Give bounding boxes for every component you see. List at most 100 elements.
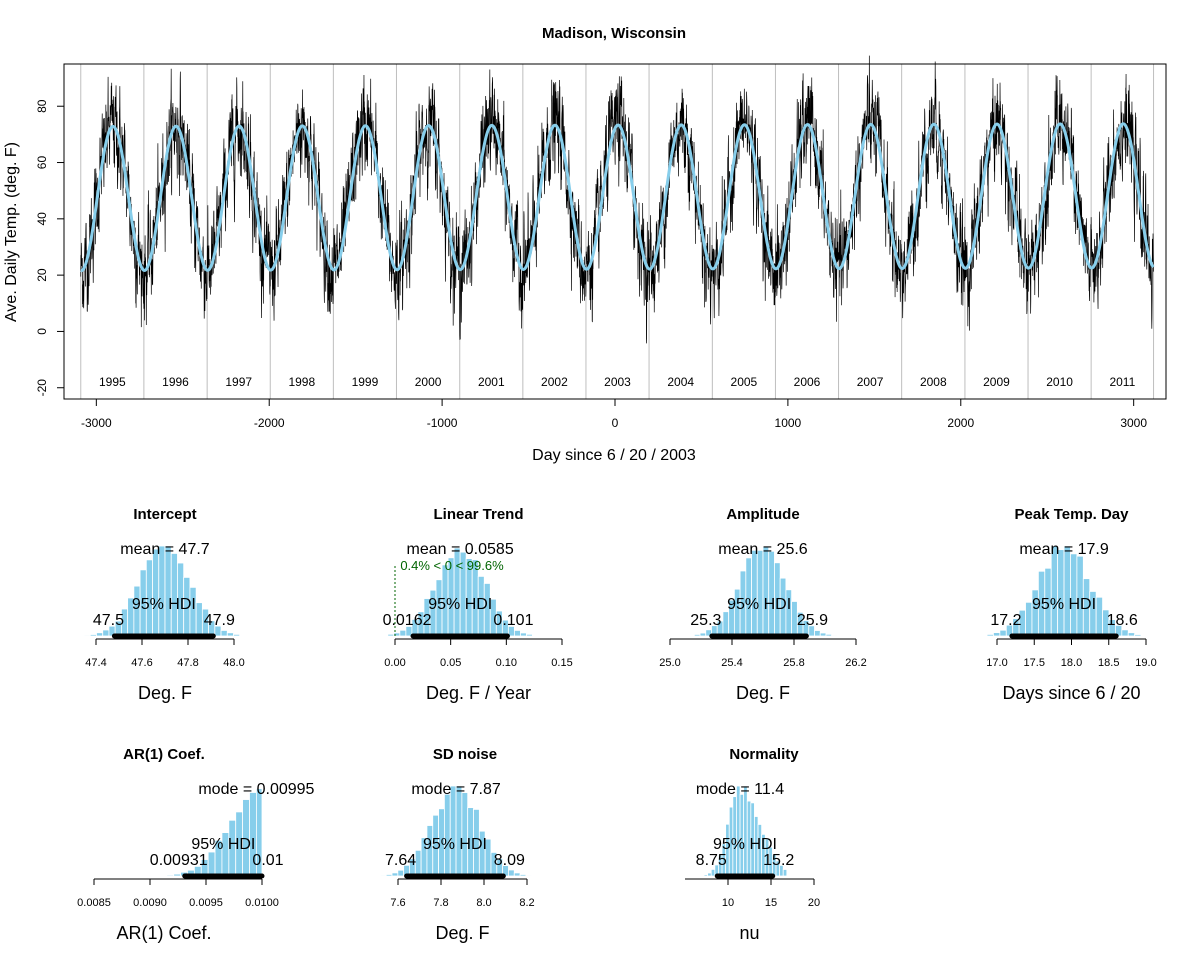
histogram-bar [508,869,515,877]
histogram-bar [831,634,838,637]
histogram-bar [170,553,178,637]
histogram-bar [207,851,216,877]
histogram-bar [736,785,741,877]
panel-title: AR(1) Coef. [123,746,205,763]
histogram-bar [520,632,527,637]
histogram-bar [513,872,521,877]
x-tick-label: 0.0085 [77,897,111,909]
x-tick-label: 7.6 [390,897,405,909]
x-tick-label: 47.6 [131,657,152,669]
x-tick-label: 0.05 [440,657,461,669]
x-tick-label: 0.0095 [189,897,223,909]
x-tick-label: -3000 [81,416,112,430]
hdi-low-label: 7.64 [385,852,416,869]
y-tick-label: 80 [35,99,49,113]
histogram-bar [381,634,389,637]
posterior-panel-sd-noise: SD noise 95% HDI 7.64 8.09 mode = 7.87 7.6 7.8… [379,746,535,943]
hdi-label: 95% HDI [428,596,492,613]
x-axis-label: Days since 6 / 20 [1002,683,1140,703]
central-tendency-label: mean = 17.9 [1019,541,1109,558]
histogram-bar [379,874,387,877]
histogram-bar [999,629,1007,637]
hdi-low-label: 0.00931 [150,852,208,869]
x-tick-label: 47.8 [177,657,198,669]
x-tick-label: 0.00 [384,657,405,669]
hdi-high-label: 47.9 [204,612,235,629]
histogram-bar [166,874,175,877]
x-tick-label: 26.2 [845,657,866,669]
hdi-label: 95% HDI [132,596,196,613]
hdi-high-label: 18.6 [1107,612,1138,629]
year-label: 1995 [99,375,126,389]
histogram-bar [693,634,701,637]
histogram-bar [83,634,91,637]
x-tick-label: 17.5 [1024,657,1045,669]
histogram-bar [526,633,533,637]
histogram-bar [1070,553,1078,637]
y-tick-label: 60 [35,156,49,170]
x-axis-label: nu [739,923,759,943]
histogram-bar [1057,549,1065,637]
year-label: 2011 [1109,375,1135,389]
year-label: 1996 [162,375,189,389]
hdi-label: 95% HDI [1032,596,1096,613]
x-tick-label: 19.0 [1135,657,1156,669]
x-tick-label: 48.0 [223,657,244,669]
histogram-bar [703,874,709,877]
x-tick-label: 3000 [1120,416,1147,430]
year-label: 2005 [731,375,758,389]
histogram-bar [399,629,407,637]
hdi-low-label: 8.75 [696,852,727,869]
posterior-panel-amplitude: Amplitude 95% HDI 25.3 25.9 mean = 25.6 25.0 2… [659,506,866,703]
histogram-bar [158,545,166,637]
histogram-bar [414,849,422,877]
histogram-bar [239,634,247,637]
central-tendency-label: mode = 7.87 [411,781,501,798]
timeseries-chart: Madison, Wisconsin 1995 1996 1997 1998 1999 20… [3,25,1167,464]
hdi-high-label: 25.9 [797,612,828,629]
x-tick-label: 18.5 [1098,657,1119,669]
histogram-bar [89,634,97,637]
chart-title: Madison, Wisconsin [542,25,686,42]
posterior-panel-intercept: Intercept 95% HDI 47.5 47.9 mean = 47.7 47.4 4… [83,506,247,703]
central-tendency-label: mean = 25.6 [718,541,808,558]
histogram-bar [699,632,707,637]
x-tick-label: 2000 [947,416,974,430]
year-label: 2004 [667,375,694,389]
histogram-bar [195,602,203,637]
histogram-bar [751,549,758,637]
x-tick-label: 10 [722,897,734,909]
year-label: 2003 [604,375,631,389]
histogram-bar [782,869,788,877]
histogram-bar [525,874,533,877]
histogram-bar [226,632,234,637]
histogram-bar [164,545,172,637]
x-tick-label: 0.10 [496,657,517,669]
histogram-bar [233,633,241,637]
x-axis-label: Deg. F / Year [426,683,531,703]
histogram-bar [173,873,181,877]
y-tick-label: -20 [35,379,49,397]
x-tick-label: 7.8 [433,897,448,909]
panel-title: Amplitude [726,506,799,523]
x-tick-label: 0.0090 [133,897,167,909]
y-tick-label: 20 [35,268,49,282]
hdi-low-label: 17.2 [990,612,1021,629]
panel-title: Intercept [133,506,196,523]
year-label: 1997 [225,375,252,389]
panel-title: Peak Temp. Day [1015,506,1130,523]
x-tick-label: 25.4 [721,657,742,669]
histogram-bar [819,632,827,637]
year-label: 2010 [1046,375,1073,389]
x-tick-label: 1000 [775,416,802,430]
histogram-bar [461,792,469,877]
histogram-bar [519,874,527,877]
histogram-bar [385,874,393,877]
histogram-bar [743,785,748,877]
x-axis-label: Day since 6 / 20 / 2003 [532,447,696,464]
year-label: 2006 [794,375,821,389]
hdi-low-label: 47.5 [93,612,124,629]
year-label: 2007 [857,375,884,389]
